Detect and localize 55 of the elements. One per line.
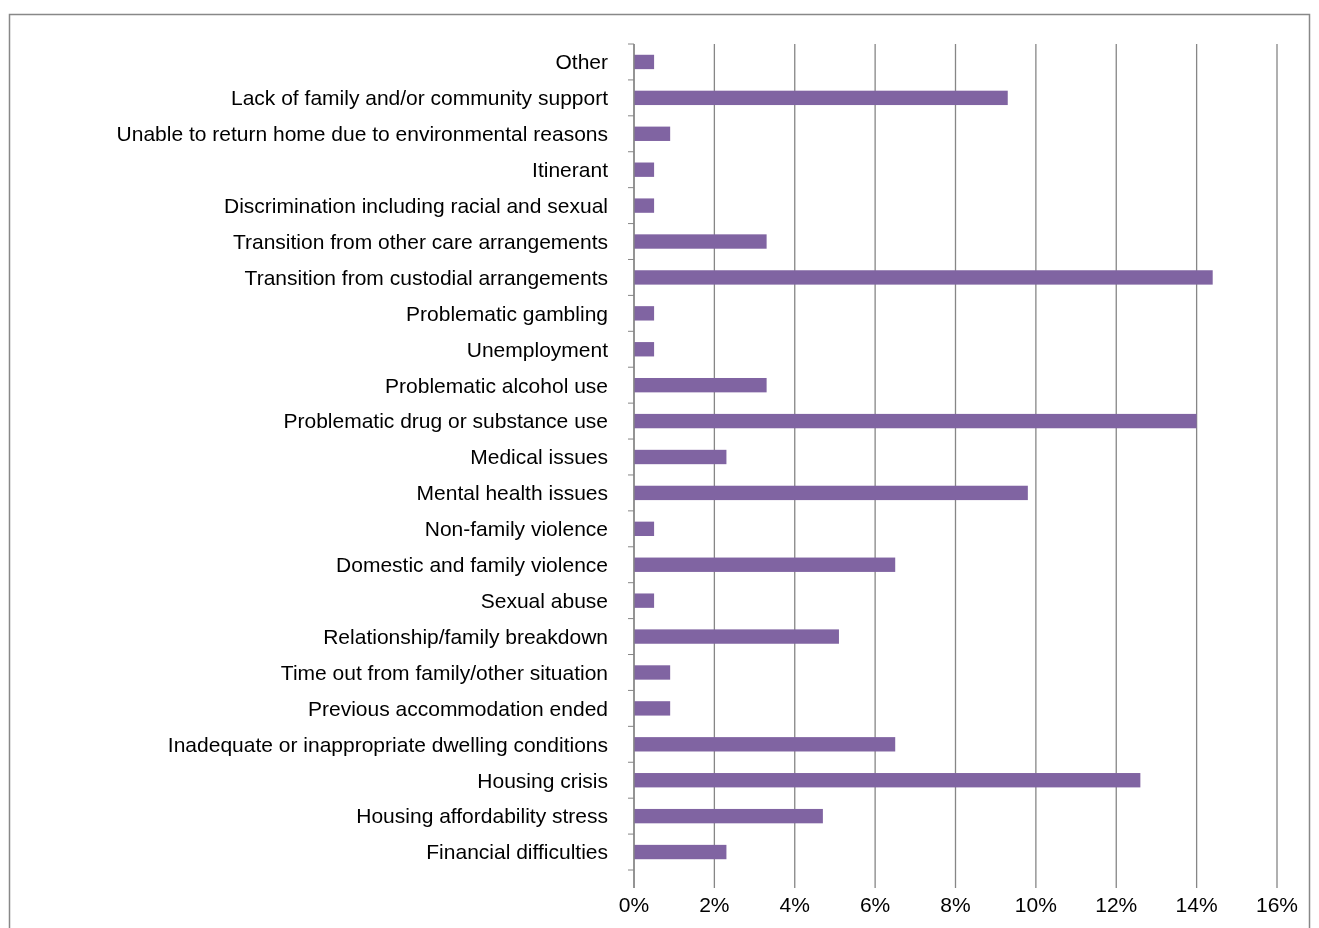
x-tick-label: 10% xyxy=(1014,893,1057,916)
bar xyxy=(634,270,1213,285)
x-tick-label: 6% xyxy=(859,893,891,916)
bar xyxy=(634,377,767,393)
bar xyxy=(634,198,655,213)
bar xyxy=(634,629,839,644)
bar xyxy=(634,449,727,465)
x-tick-label: 0% xyxy=(618,893,650,916)
y-tick-label: Discrimination including racial and sexual xyxy=(223,193,608,217)
x-tick-label: 14% xyxy=(1175,893,1218,916)
y-tick-label: Housing crisis xyxy=(477,768,608,792)
y-tick-label: Relationship/family breakdown xyxy=(323,624,608,648)
y-tick-label: Previous accommodation ended xyxy=(307,696,608,720)
bar xyxy=(634,557,896,572)
y-tick-label: Financial difficulties xyxy=(426,840,608,864)
y-tick-label: Problematic gambling xyxy=(406,301,608,325)
bar xyxy=(634,521,655,537)
bar xyxy=(634,413,1197,429)
x-tick-label: 2% xyxy=(699,893,730,916)
y-tick-label: Non-family violence xyxy=(424,517,608,541)
y-tick-label: Inadequate or inappropriate dwelling conditions xyxy=(167,732,608,756)
y-tick-label: Time out from family/other situation xyxy=(280,660,608,684)
y-tick-label: Housing affordability stress xyxy=(356,804,608,828)
bar xyxy=(634,485,1028,501)
x-tick-label: 12% xyxy=(1095,893,1138,916)
y-tick-label: Unable to return home due to environmental reasons xyxy=(116,122,608,146)
x-tick-label: 4% xyxy=(779,893,810,916)
bar xyxy=(634,665,671,680)
bar xyxy=(634,808,823,824)
bar xyxy=(634,306,655,321)
y-tick-label: Transition from custodial arrangements xyxy=(244,265,608,289)
bar xyxy=(634,342,655,357)
bar xyxy=(634,234,767,249)
y-tick-label: Itinerant xyxy=(532,158,609,182)
bar xyxy=(634,162,655,177)
x-tick-label: 16% xyxy=(1255,893,1299,916)
bar xyxy=(634,126,671,141)
bar xyxy=(634,90,1008,106)
bar xyxy=(634,773,1141,788)
y-tick-label: Domestic and family violence xyxy=(336,553,608,577)
bar xyxy=(634,701,671,716)
bar xyxy=(634,54,655,70)
y-tick-label: Mental health issues xyxy=(416,481,608,505)
y-tick-label: Unemployment xyxy=(466,337,609,361)
bar xyxy=(634,844,727,860)
y-tick-label: Medical issues xyxy=(470,445,608,469)
bar xyxy=(634,737,896,752)
y-tick-label: Transition from other care arrangements xyxy=(232,229,608,253)
y-tick-label: Sexual abuse xyxy=(480,589,608,612)
y-tick-label: Lack of family and/or community support xyxy=(231,86,609,110)
y-tick-label: Other xyxy=(555,50,608,74)
y-tick-label: Problematic alcohol use xyxy=(385,373,608,397)
x-tick-label: 8% xyxy=(940,893,971,916)
y-tick-label: Problematic drug or substance use xyxy=(283,409,608,433)
bar xyxy=(634,593,655,608)
